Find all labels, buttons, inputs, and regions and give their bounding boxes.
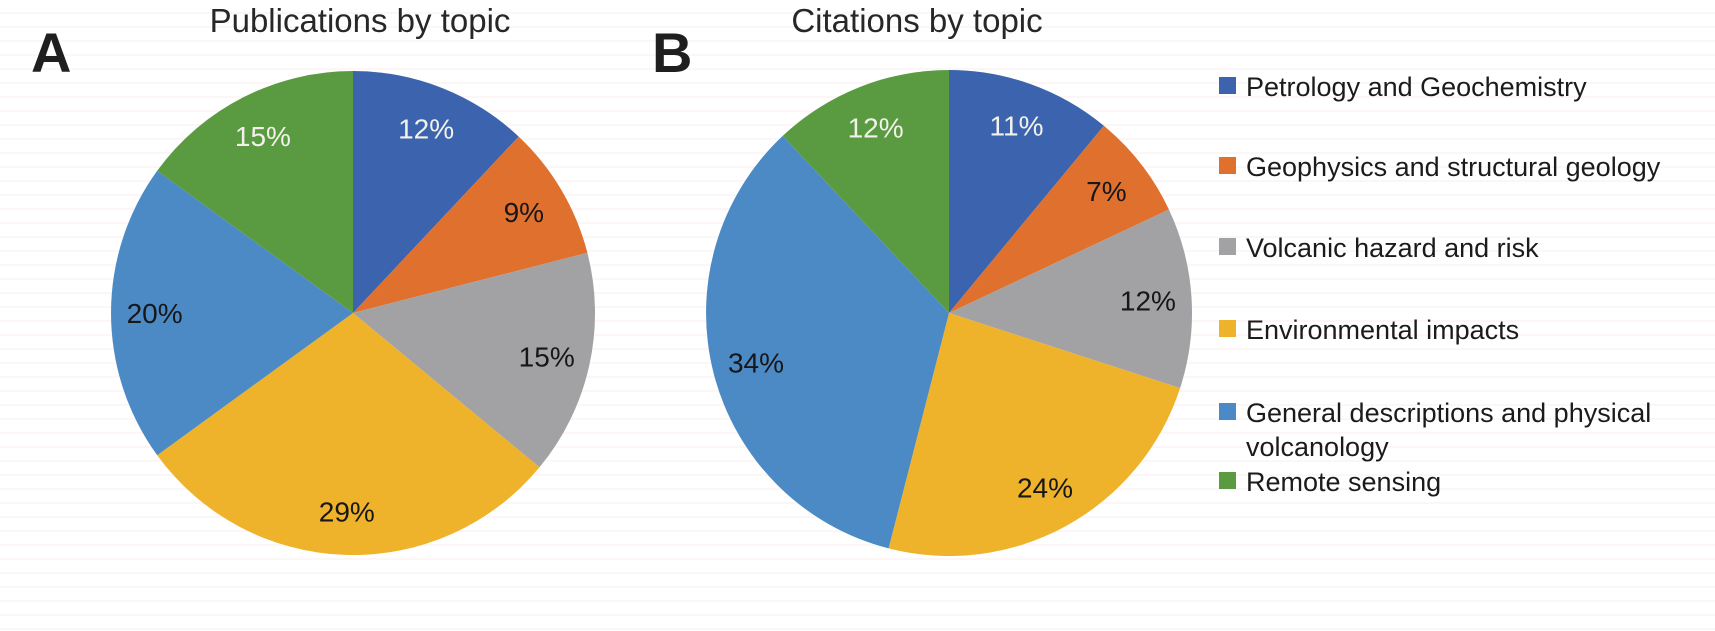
pie-a-slice-0	[353, 71, 519, 313]
pie-b-slice-label-3: 24%	[1017, 473, 1073, 504]
pie-a-slice-label-5: 15%	[235, 121, 291, 152]
pie-b-slice-4	[706, 135, 949, 549]
pie-a-slice-label-2: 15%	[519, 341, 575, 372]
legend-label: Volcanic hazard and risk	[1246, 233, 1539, 263]
legend-swatch-icon	[1219, 472, 1236, 489]
legend-label: Remote sensing	[1246, 467, 1442, 497]
legend-item-1: Geophysics and structural geology	[1219, 150, 1660, 184]
pie-a-slice-5	[157, 71, 353, 313]
pie-b-slice-5	[782, 70, 949, 313]
legend-label: Geophysics and structural geology	[1246, 152, 1661, 182]
pie-a-slice-3	[157, 313, 540, 556]
pie-a-slice-label-3: 29%	[319, 496, 375, 527]
legend-swatch-icon	[1219, 238, 1236, 255]
pie-b-slice-label-4: 34%	[728, 348, 784, 379]
legend-swatch-icon	[1219, 320, 1236, 337]
panel-letter-a: A	[31, 21, 72, 84]
pie-b-slice-0	[949, 70, 1104, 313]
pie-a-slice-label-1: 9%	[504, 197, 544, 228]
pie-b-slice-2	[949, 209, 1193, 389]
pie-b-slice-3	[888, 313, 1181, 557]
legend-swatch-icon	[1219, 157, 1236, 174]
pie-a-slice-4	[111, 170, 353, 456]
pie-a-slice-1	[353, 136, 588, 313]
legend-item-4: General descriptions and physical volcan…	[1219, 396, 1694, 464]
legend-item-3: Environmental impacts	[1219, 313, 1519, 347]
chart-title-citations: Citations by topic	[791, 2, 1043, 39]
legend-item-5: Remote sensing	[1219, 465, 1441, 499]
pie-a-slice-2	[353, 252, 596, 468]
panel-letter-b: B	[652, 21, 693, 84]
legend-item-2: Volcanic hazard and risk	[1219, 231, 1539, 265]
legend-item-0: Petrology and Geochemistry	[1219, 70, 1587, 104]
pie-b-slice-label-5: 12%	[848, 113, 904, 144]
pie-b-slice-label-1: 7%	[1086, 176, 1126, 207]
legend-label: Petrology and Geochemistry	[1246, 72, 1587, 102]
pie-b-slice-1	[949, 125, 1169, 313]
legend-label: General descriptions and physical volcan…	[1246, 398, 1652, 462]
legend-swatch-icon	[1219, 403, 1236, 420]
pie-b-slice-label-2: 12%	[1120, 286, 1176, 317]
legend-swatch-icon	[1219, 77, 1236, 94]
pie-a-slice-label-4: 20%	[127, 298, 183, 329]
legend-label: Environmental impacts	[1246, 315, 1520, 345]
chart-title-publications: Publications by topic	[209, 2, 511, 39]
pie-b-slice-label-0: 11%	[990, 111, 1044, 142]
pie-a-slice-label-0: 12%	[398, 114, 454, 145]
